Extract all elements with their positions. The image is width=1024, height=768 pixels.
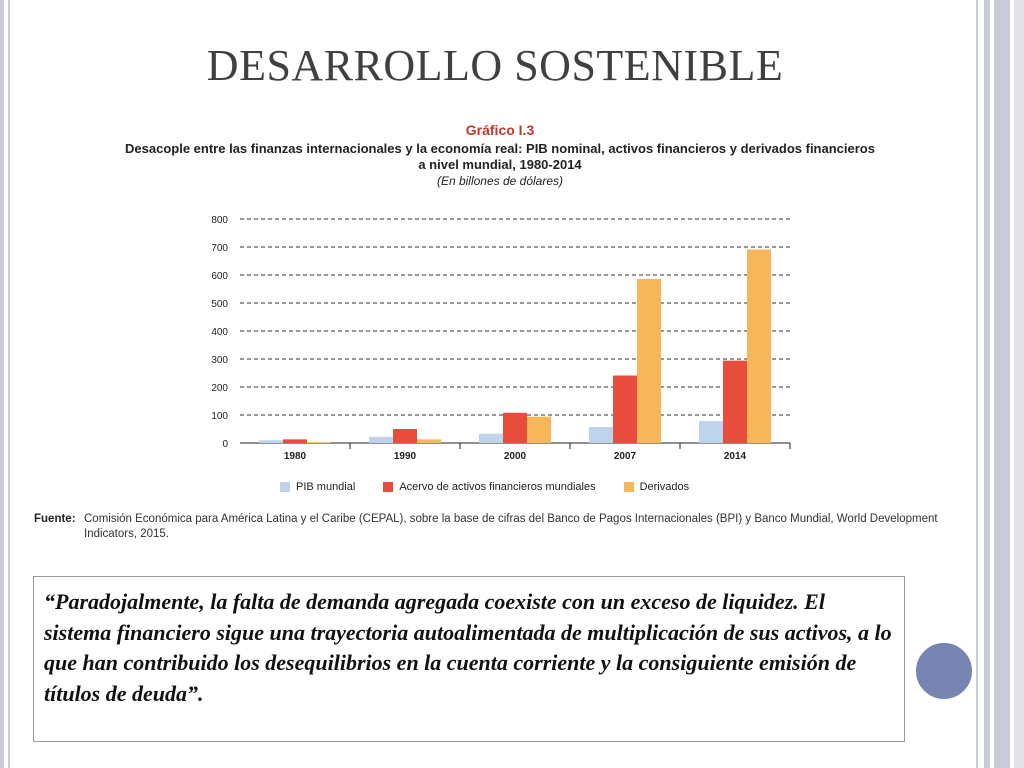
bar-2014-series-1 — [723, 360, 747, 443]
x-tick-label: 1980 — [284, 451, 307, 462]
bar-1990-series-0 — [369, 436, 393, 443]
quote-text: “Paradojalmente, la falta de demanda agr… — [44, 589, 892, 706]
slide-title: DESARROLLO SOSTENIBLE — [206, 41, 784, 90]
legend-label-activos: Acervo de activos financieros mundiales — [399, 481, 596, 493]
y-tick-label: 500 — [211, 299, 228, 310]
x-tick-label: 2014 — [724, 451, 747, 462]
source-label: Fuente: — [34, 513, 76, 525]
chart-title: Desacople entre las finanzas internacion… — [125, 141, 875, 172]
bar-1990-series-2 — [417, 439, 441, 443]
decorative-circle — [913, 640, 975, 702]
legend-swatch-pib — [280, 482, 290, 492]
y-tick-label: 200 — [211, 383, 228, 394]
bar-chart: 0 100 200 300 400 500 600 700 800 1980 1990 2000 200… — [211, 215, 791, 462]
chart-header: Gráfico I.3 Desacople entre las finanzas… — [120, 122, 880, 188]
legend-label-derivados: Derivados — [639, 481, 690, 493]
left-frame-decoration — [0, 0, 12, 768]
y-tick-label: 400 — [211, 327, 228, 338]
y-tick-label: 800 — [211, 215, 228, 226]
bar-1990-series-1 — [393, 429, 417, 443]
bar-2000-series-2 — [527, 416, 551, 443]
bar-2007-series-1 — [613, 375, 637, 443]
source-text: Comisión Económica para América Latina y… — [84, 513, 938, 540]
bar-2014-series-2 — [747, 249, 771, 443]
bar-2000-series-1 — [503, 412, 527, 443]
y-tick-label: 0 — [222, 439, 228, 450]
x-tick-label: 1990 — [394, 451, 417, 462]
legend-swatch-activos — [383, 482, 394, 492]
chart-number-label: Gráfico I.3 — [465, 122, 535, 138]
bar-2007-series-0 — [589, 427, 613, 443]
right-frame-decoration — [976, 0, 1024, 768]
bar-1980-series-2 — [307, 442, 331, 443]
chart-subtitle: (En billones de dólares) — [436, 174, 564, 188]
chart-legend: PIB mundial Acervo de activos financiero… — [280, 481, 689, 493]
bar-1980-series-1 — [283, 439, 307, 443]
quote-box: “Paradojalmente, la falta de demanda agr… — [33, 576, 905, 742]
bar-2007-series-2 — [637, 278, 661, 443]
bar-1980-series-0 — [259, 440, 283, 443]
bar-2000-series-0 — [479, 433, 503, 443]
y-tick-label: 700 — [211, 243, 228, 254]
legend-swatch-derivados — [623, 482, 634, 492]
x-tick-label: 2000 — [504, 451, 527, 462]
legend-item-activos: Acervo de activos financieros mundiales — [383, 481, 596, 493]
bar-2014-series-0 — [699, 421, 723, 443]
legend-label-pib: PIB mundial — [296, 481, 356, 493]
legend-item-derivados: Derivados — [623, 481, 690, 493]
x-tick-label: 2007 — [614, 451, 637, 462]
y-tick-label: 100 — [211, 411, 228, 422]
y-tick-label: 600 — [211, 271, 228, 282]
y-tick-label: 300 — [211, 355, 228, 366]
legend-item-pib: PIB mundial — [280, 481, 355, 493]
